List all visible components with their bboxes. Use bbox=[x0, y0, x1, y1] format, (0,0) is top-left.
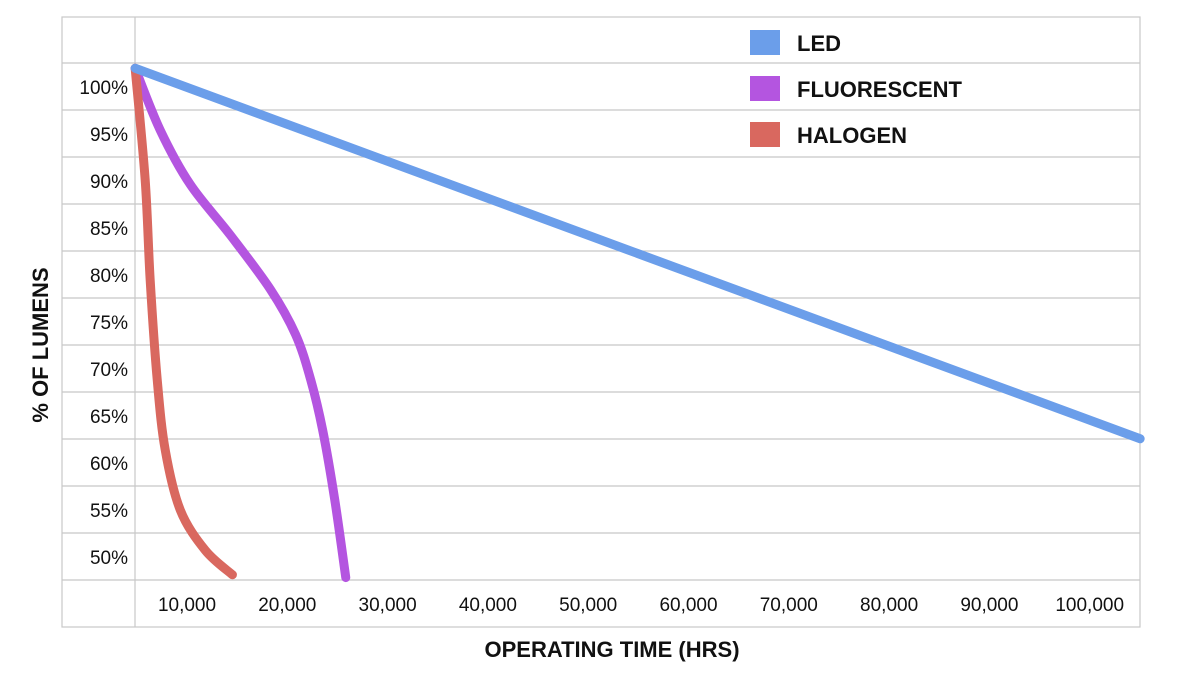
x-tick-label: 40,000 bbox=[459, 595, 517, 616]
x-tick-label: 80,000 bbox=[860, 595, 918, 616]
x-tick-label: 70,000 bbox=[760, 595, 818, 616]
legend: LED FLUORESCENT HALOGEN bbox=[750, 30, 963, 148]
series-line-fluorescent bbox=[130, 63, 351, 583]
x-tick-label: 10,000 bbox=[158, 595, 216, 616]
series-lines bbox=[130, 63, 1145, 583]
x-tick-label: 50,000 bbox=[559, 595, 617, 616]
y-tick-label: 85% bbox=[90, 219, 128, 240]
x-axis-label: OPERATING TIME (HRS) bbox=[484, 637, 739, 662]
y-axis-label: % OF LUMENS bbox=[28, 267, 53, 422]
grid bbox=[61, 16, 1141, 628]
legend-label-fluorescent: FLUORESCENT bbox=[797, 77, 963, 102]
y-tick-label: 75% bbox=[90, 313, 128, 334]
x-tick-label: 30,000 bbox=[359, 595, 417, 616]
y-tick-label: 100% bbox=[79, 78, 128, 99]
legend-swatch-fluorescent bbox=[750, 76, 780, 101]
y-tick-label: 50% bbox=[90, 548, 128, 569]
legend-swatch-led bbox=[750, 30, 780, 55]
x-tick-label: 60,000 bbox=[659, 595, 717, 616]
plot-border bbox=[61, 16, 1141, 628]
y-tick-label: 70% bbox=[90, 360, 128, 381]
series-line-halogen bbox=[130, 63, 237, 580]
y-tick-label: 90% bbox=[90, 172, 128, 193]
x-tick-label: 90,000 bbox=[960, 595, 1018, 616]
y-tick-label: 65% bbox=[90, 407, 128, 428]
x-axis-ticks: 10,000 20,000 30,000 40,000 50,000 60,000 70,0… bbox=[158, 595, 1124, 616]
y-tick-label: 95% bbox=[90, 125, 128, 146]
y-tick-label: 60% bbox=[90, 454, 128, 475]
y-tick-label: 80% bbox=[90, 266, 128, 287]
legend-label-halogen: HALOGEN bbox=[797, 123, 907, 148]
legend-label-led: LED bbox=[797, 31, 841, 56]
series-line-led bbox=[130, 63, 1145, 444]
y-tick-label: 55% bbox=[90, 501, 128, 522]
x-tick-label: 100,000 bbox=[1055, 595, 1124, 616]
legend-swatch-halogen bbox=[750, 122, 780, 147]
y-axis-ticks: 100% 95% 90% 85% 80% 75% 70% 65% 60% 55% 50% bbox=[79, 78, 128, 569]
x-tick-label: 20,000 bbox=[258, 595, 316, 616]
